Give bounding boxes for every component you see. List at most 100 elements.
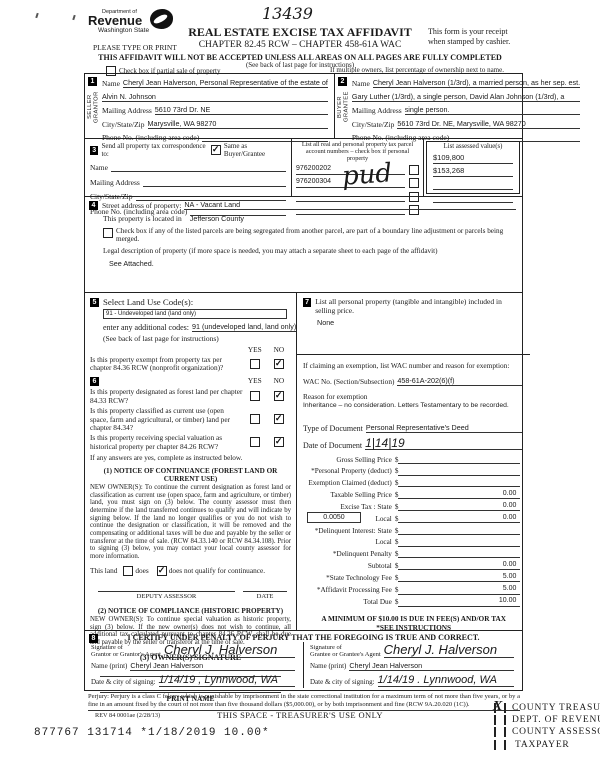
wac-field[interactable]: 458-61A-202(6)(f)	[397, 376, 523, 386]
forest-yes-checkbox[interactable]	[249, 391, 260, 401]
assessed-value-3[interactable]	[433, 180, 513, 191]
deputy-assessor-line: DEPUTY ASSESSOR	[98, 590, 235, 600]
parcel-field-2[interactable]: 976200304	[296, 178, 405, 189]
date-line: DATE	[243, 590, 287, 600]
current-use-no-checkbox[interactable]	[273, 413, 284, 425]
current-use-yes-checkbox[interactable]	[249, 414, 260, 425]
personal-property-value[interactable]: None	[317, 318, 335, 327]
land-does-checkbox[interactable]	[123, 565, 134, 576]
assessed-value-2[interactable]: $153,268	[433, 166, 513, 177]
personal-property-deduct-field[interactable]	[398, 467, 521, 476]
forest-no-checkbox[interactable]	[273, 390, 284, 401]
additional-codes-label: enter any additional codes:	[103, 323, 189, 332]
same-as-buyer-checkbox[interactable]	[210, 144, 221, 155]
section-3-number: 3	[90, 145, 99, 155]
buyer-mailing-field[interactable]: single person.	[404, 105, 581, 116]
assessed-value-4[interactable]	[433, 193, 513, 204]
grantor-sig-label: Signature of Grantor or Grantor's Agent	[91, 644, 161, 658]
reason-value[interactable]: Inheritance – no consideration. Letters …	[303, 402, 509, 409]
personal-property-checkbox-1[interactable]	[409, 165, 419, 175]
seller-buyer-row: 1 SELLER GRANTOR Name Cheryl Jean Halvers…	[85, 74, 581, 143]
doc-date-field[interactable]: 1|14|19	[365, 437, 523, 450]
parcel-field-1[interactable]: 976200202	[296, 165, 405, 175]
buyer-mailing-label: Mailing Address	[351, 106, 402, 116]
grantee-print-label: Name (print)	[310, 662, 347, 670]
buyer-name-field-2[interactable]: Gary Luther (1/3rd), a single person, Da…	[351, 92, 581, 102]
minimum-due-note: A MINIMUM OF $10.00 IS DUE IN FEE(S) AND…	[321, 613, 507, 623]
grantor-signature[interactable]: Cheryl J. Halverson	[163, 643, 295, 658]
personal-property-deduct-label: *Personal Property (deduct)	[311, 467, 392, 476]
dept-of-revenue-checkbox[interactable]	[494, 715, 506, 726]
land-does-not-checkbox[interactable]	[156, 565, 167, 576]
delinquent-interest-state-field[interactable]	[398, 526, 521, 536]
excise-tax-state-field[interactable]: 0.00	[398, 502, 521, 512]
state-technology-fee-label: *State Technology Fee	[326, 573, 392, 582]
does-label: does	[135, 566, 149, 576]
legal-description-value[interactable]: See Attached.	[109, 258, 154, 268]
historic-no-checkbox[interactable]	[273, 436, 284, 448]
grantee-date-field[interactable]: 1/14/19 . Lynnwood, WA	[377, 674, 514, 687]
subtotal-label: Subtotal	[367, 561, 392, 570]
taxpayer-checkbox[interactable]	[494, 739, 506, 750]
excise-tax-local-field[interactable]: 0.00	[398, 514, 521, 524]
delinquent-interest-local-field[interactable]	[398, 538, 521, 547]
exempt-yes-checkbox[interactable]	[249, 358, 260, 369]
segregated-checkbox[interactable]	[103, 227, 113, 238]
notice1-title: (1) NOTICE OF CONTINUANCE (FOREST LAND O…	[103, 466, 278, 483]
cashier-stamp: 877767 131714 *1/18/2019 10.00*	[34, 727, 270, 739]
county-treasurer-checkbox[interactable]	[493, 699, 506, 715]
personal-property-checkbox-4[interactable]	[409, 205, 419, 216]
form-table: 1 SELLER GRANTOR Name Cheryl Jean Halvers…	[84, 73, 581, 703]
no-header: NO	[273, 345, 285, 354]
seller-mailing-field[interactable]: 5610 73rd Dr. NE	[154, 105, 328, 116]
section-6-number: 6	[90, 377, 99, 387]
assessed-value-1[interactable]: $109,800	[433, 153, 513, 164]
corr-mailing-field[interactable]	[142, 177, 286, 187]
exempt-no-checkbox[interactable]	[273, 358, 284, 369]
affidavit-processing-fee-field[interactable]: 5.00	[398, 585, 521, 595]
total-due-field[interactable]: 10.00	[398, 597, 521, 607]
buyer-name-field[interactable]: Cheryl Jean Halverson (1/3rd), a married…	[372, 78, 581, 88]
street-address-field[interactable]: NA - Vacant Land	[184, 200, 516, 210]
grantee-print-field[interactable]: Cheryl Jean Halverson	[349, 661, 514, 671]
affidavit-processing-fee-label: *Affidavit Processing Fee	[316, 586, 392, 595]
grantor-date-field[interactable]: 1/14/19 , Lynnwood, WA	[158, 674, 295, 687]
does-not-label: does not qualify for continuance.	[168, 566, 266, 576]
corr-name-label: Name	[90, 163, 108, 172]
county-assessor-label: COUNTY ASSESSOR	[512, 727, 600, 738]
subtotal-field[interactable]: 0.00	[398, 561, 521, 571]
taxable-selling-price-field[interactable]: 0.00	[398, 490, 521, 500]
additional-codes-field[interactable]: 91 (undeveloped land, land only)	[191, 322, 297, 332]
parcel-field-4[interactable]	[296, 205, 405, 216]
buyer-city-field[interactable]: 5610 73rd Dr. NE, Marysville, WA 98270	[397, 119, 581, 129]
state-technology-fee-field[interactable]: 5.00	[398, 573, 521, 583]
wac-label: WAC No. (Section/Subsection)	[303, 377, 395, 386]
grantor-print-field[interactable]: Cheryl Jean Halverson	[130, 661, 295, 671]
county-assessor-checkbox[interactable]	[494, 727, 506, 738]
land-use-code-select[interactable]: 91 - Undeveloped land (land only)	[103, 309, 287, 319]
corr-name-field[interactable]	[110, 162, 286, 172]
exemption-claimed-field[interactable]	[398, 478, 521, 488]
owners-signature-line[interactable]	[100, 675, 281, 677]
grantee-sig-label: Signature of Grantee or Grantee's Agent	[310, 644, 381, 658]
grantee-signature[interactable]: Cheryl J. Halverson	[383, 643, 514, 658]
section-2-number: 2	[337, 77, 347, 86]
delinquent-penalty-field[interactable]	[398, 549, 521, 559]
seller-name-field[interactable]: Cheryl Jean Halverson, Personal Represen…	[122, 78, 328, 88]
gross-selling-price-field[interactable]	[398, 455, 521, 464]
corr-city-field[interactable]	[135, 191, 286, 202]
personal-property-checkbox-2[interactable]	[409, 178, 419, 189]
parcel-field-3[interactable]	[296, 192, 405, 202]
corr-phone-field[interactable]	[190, 206, 286, 216]
seller-city-field[interactable]: Marysville, WA 98270	[147, 119, 328, 129]
same-as-buyer-label: Same as Buyer/Grantee	[223, 142, 266, 158]
located-in-value[interactable]: Jefferson County	[189, 213, 244, 223]
partial-sale-checkbox[interactable]	[106, 65, 116, 76]
taxable-selling-price-label: Taxable Selling Price	[330, 490, 392, 499]
seller-name-field-2[interactable]: Alvin N. Johnson	[102, 92, 328, 102]
seller-phone-field[interactable]	[202, 132, 328, 143]
form-subtitle: CHAPTER 82.45 RCW – CHAPTER 458-61A WAC	[198, 40, 402, 50]
doc-type-field[interactable]: Personal Representative's Deed	[365, 423, 523, 433]
historic-yes-checkbox[interactable]	[249, 437, 260, 448]
local-rate-box[interactable]: 0.0050	[307, 511, 361, 523]
